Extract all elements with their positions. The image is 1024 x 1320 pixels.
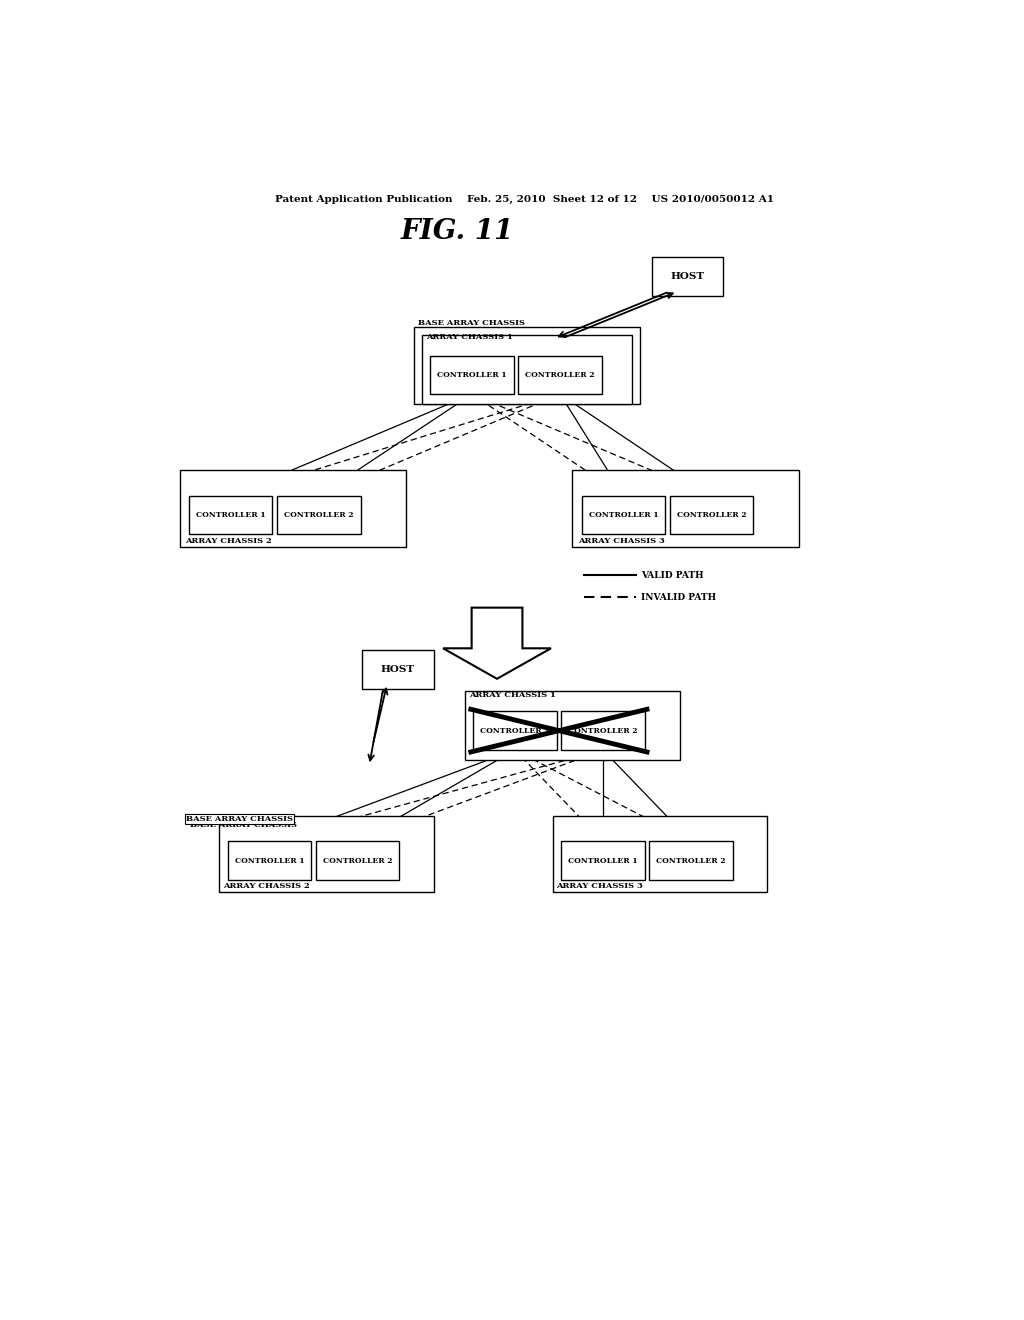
Text: HOST: HOST (671, 272, 705, 281)
Text: VALID PATH: VALID PATH (641, 570, 705, 579)
Text: HOST: HOST (381, 665, 415, 675)
Bar (219, 816, 433, 892)
Bar (553, 816, 767, 892)
Text: CONTROLLER 1: CONTROLLER 1 (234, 857, 304, 865)
Bar (582, 496, 666, 535)
Bar (316, 841, 399, 880)
Bar (422, 335, 632, 404)
Text: ARRAY CHASSIS 3: ARRAY CHASSIS 3 (557, 882, 643, 890)
Bar (518, 355, 602, 395)
Bar (430, 355, 514, 395)
Bar (228, 841, 311, 880)
Text: INVALID PATH: INVALID PATH (641, 593, 717, 602)
Text: ARRAY CHASSIS 2: ARRAY CHASSIS 2 (223, 882, 310, 890)
Text: Patent Application Publication    Feb. 25, 2010  Sheet 12 of 12    US 2010/00500: Patent Application Publication Feb. 25, … (275, 194, 774, 203)
Text: CONTROLLER 2: CONTROLLER 2 (568, 726, 638, 735)
Bar (189, 496, 272, 535)
Text: CONTROLLER 2: CONTROLLER 2 (677, 511, 746, 519)
Text: ARRAY CHASSIS 1: ARRAY CHASSIS 1 (469, 692, 556, 700)
Text: CONTROLLER 1: CONTROLLER 1 (568, 857, 638, 865)
Bar (649, 841, 733, 880)
Text: CONTROLLER 1: CONTROLLER 1 (589, 511, 658, 519)
Bar (179, 470, 406, 546)
Bar (561, 711, 645, 750)
Text: ARRAY CHASSIS 2: ARRAY CHASSIS 2 (185, 537, 272, 545)
Bar (465, 690, 680, 760)
Text: CONTROLLER 2: CONTROLLER 2 (525, 371, 595, 379)
Text: CONTROLLER 2: CONTROLLER 2 (284, 511, 353, 519)
Polygon shape (443, 607, 551, 678)
Text: CONTROLLER 1: CONTROLLER 1 (437, 371, 507, 379)
Text: FIG. 11: FIG. 11 (400, 218, 514, 246)
Text: CONTROLLER 2: CONTROLLER 2 (656, 857, 726, 865)
Text: CONTROLLER 2: CONTROLLER 2 (323, 857, 392, 865)
Text: ARRAY CHASSIS 3: ARRAY CHASSIS 3 (578, 537, 665, 545)
Text: ARRAY CHASSIS 1: ARRAY CHASSIS 1 (426, 334, 512, 342)
Text: BASE ARRAY CHASSIS: BASE ARRAY CHASSIS (186, 814, 293, 824)
Text: CONTROLLER 1: CONTROLLER 1 (196, 511, 265, 519)
Bar (362, 651, 433, 689)
Bar (561, 841, 645, 880)
Bar (278, 496, 360, 535)
Bar (652, 257, 723, 296)
Text: BASE ARRAY CHASSIS: BASE ARRAY CHASSIS (189, 821, 297, 829)
Text: BASE ARRAY CHASSIS: BASE ARRAY CHASSIS (418, 319, 524, 327)
Bar (473, 711, 557, 750)
Bar (572, 470, 799, 546)
Bar (670, 496, 754, 535)
Bar (414, 327, 640, 404)
Text: CONTROLLER 1: CONTROLLER 1 (480, 726, 550, 735)
